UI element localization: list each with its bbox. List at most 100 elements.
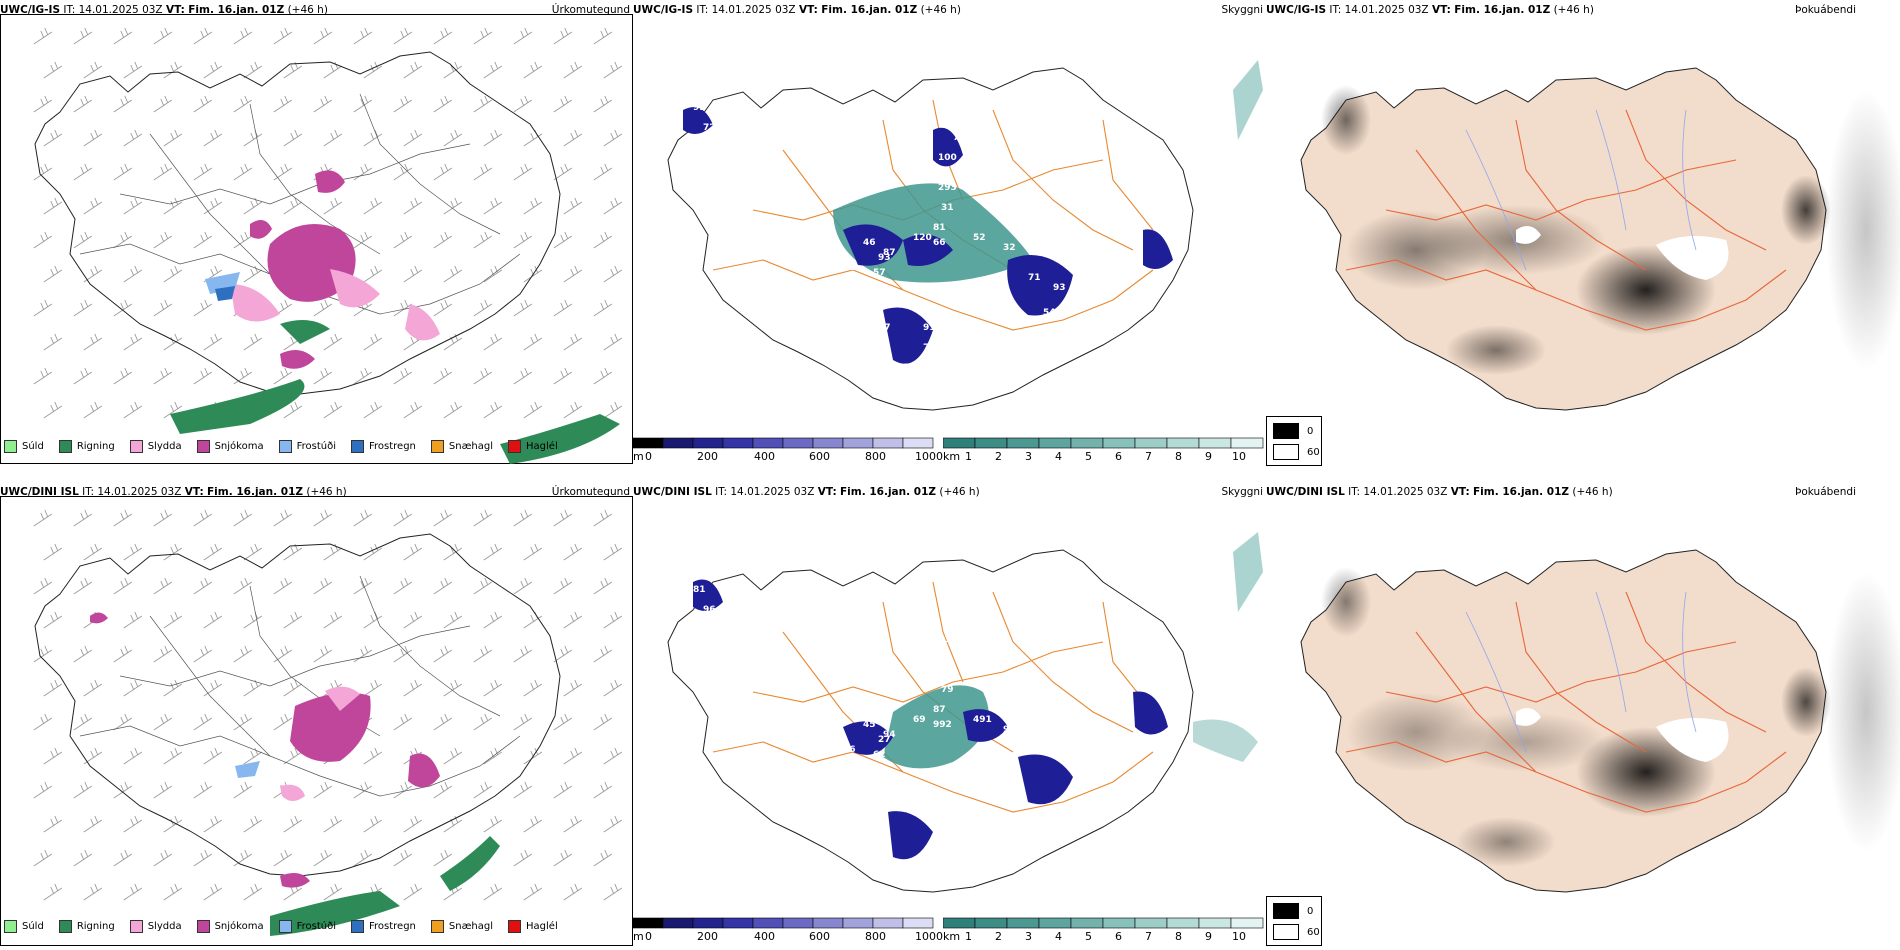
- wind-barb: [43, 815, 63, 833]
- wind-barb: [523, 401, 543, 419]
- wind-barb: [283, 129, 303, 147]
- it-value: 14.01.2025 03Z: [730, 486, 815, 498]
- cloud-height-label: 45: [863, 720, 876, 730]
- precip-legend: Súld Rigning Slydda Snjókoma Frostúði Fr…: [4, 918, 573, 934]
- legend-swatch: [129, 919, 143, 933]
- wind-barb: [603, 401, 623, 419]
- fog-panel-row2: UWC/DINI ISL IT: 14.01.2025 03Z VT: Fim.…: [1266, 482, 1900, 950]
- colorbar-cell: [842, 917, 874, 929]
- legend-item: Haglél: [508, 438, 558, 454]
- wind-barb: [353, 27, 373, 45]
- wind-barb: [83, 61, 103, 79]
- cbar-km: km 1 2 3 4 5 6 7 8 9 10: [943, 916, 1265, 950]
- wind-barb: [403, 129, 423, 147]
- wind-barb: [443, 265, 463, 283]
- wind-barb: [203, 197, 223, 215]
- legend-item: Frostregn: [351, 438, 416, 454]
- wind-barb: [443, 611, 463, 629]
- wind-barb: [323, 815, 343, 833]
- wind-barb: [563, 543, 583, 561]
- cbar-km-tick: 7: [1145, 930, 1152, 943]
- wind-barb: [403, 61, 423, 79]
- vt-value: Fim. 16.jan. 01Z: [821, 4, 918, 16]
- panel-header: UWC/IG-IS IT: 14.01.2025 03Z VT: Fim. 16…: [633, 0, 1266, 20]
- lead-time: (+46 h): [1553, 4, 1594, 16]
- wind-barb: [433, 577, 453, 595]
- colorbar-cell: [1070, 437, 1104, 449]
- colorbar-cell: [872, 917, 904, 929]
- lead-time: (+46 h): [939, 486, 980, 498]
- wind-barb: [233, 849, 253, 867]
- wind-barb: [403, 679, 423, 697]
- cloud-height-label: 31: [941, 203, 954, 213]
- cloud-height-label: 66: [883, 780, 896, 790]
- cbar-m-tick: 1000: [915, 930, 943, 943]
- it-value: 14.01.2025 03Z: [97, 486, 182, 498]
- wind-barb: [33, 163, 53, 181]
- wind-barb: [283, 543, 303, 561]
- cloud-height-label: 100: [693, 148, 712, 158]
- wind-barb: [123, 543, 143, 561]
- wind-barb: [593, 27, 613, 45]
- wind-barb: [273, 577, 293, 595]
- cbar-m-tick: 800: [865, 450, 886, 463]
- wind-barb: [353, 577, 373, 595]
- legend-item: Frostúði: [278, 438, 336, 454]
- colorbar-cell: [1102, 437, 1136, 449]
- legend-label: Snæhagl: [448, 920, 494, 932]
- wind-barb: [33, 231, 53, 249]
- fog-legend-value: 60: [1307, 446, 1320, 458]
- wind-barb: [163, 333, 183, 351]
- wind-barb: [123, 197, 143, 215]
- wind-barb: [153, 163, 173, 181]
- colorbar-cell: [633, 917, 664, 929]
- cloud-height-label: 38: [933, 363, 946, 373]
- wind-barb: [483, 265, 503, 283]
- legend-swatch: [196, 439, 210, 453]
- wind-barb: [513, 509, 533, 527]
- wind-barb: [593, 509, 613, 527]
- wind-barb: [473, 577, 493, 595]
- cloud-height-label: 96: [703, 605, 716, 615]
- wind-barb: [113, 367, 133, 385]
- colorbar-cell: [1166, 437, 1200, 449]
- colorbar-cell: [974, 437, 1008, 449]
- wind-barb: [163, 679, 183, 697]
- wind-barb: [123, 679, 143, 697]
- wind-barb: [33, 299, 53, 317]
- colorbar-cell: [782, 917, 814, 929]
- legend-swatch: [351, 919, 364, 933]
- colorbar-cell: [1038, 917, 1072, 929]
- wind-barb: [43, 401, 63, 419]
- cbar-km: km 1 2 3 4 5 6 7 8 9 10: [943, 436, 1265, 470]
- cbar-km-tick: 3: [1025, 450, 1032, 463]
- cloud-height-label: 81: [933, 223, 946, 233]
- legend-label: Frostregn: [369, 440, 416, 452]
- legend-label: Haglél: [526, 920, 558, 932]
- model-name: UWC/IG-IS: [0, 4, 61, 16]
- colorbar-cell: [752, 917, 784, 929]
- wind-barb: [73, 231, 93, 249]
- wind-barb: [203, 815, 223, 833]
- wind-barb: [43, 265, 63, 283]
- legend-item: Rigning: [58, 438, 115, 454]
- wind-barb: [363, 197, 383, 215]
- model-name: UWC/DINI ISL: [0, 486, 79, 498]
- lead-time: (+46 h): [306, 486, 347, 498]
- wind-barb: [273, 95, 293, 113]
- wind-barb: [513, 163, 533, 181]
- wind-barb: [273, 163, 293, 181]
- vt-label: VT:: [165, 4, 185, 16]
- it-value: 14.01.2025 03Z: [711, 4, 796, 16]
- wind-barb: [393, 645, 413, 663]
- wind-barb: [153, 95, 173, 113]
- wind-barb: [523, 543, 543, 561]
- wind-barb: [473, 299, 493, 317]
- cbar-km-tick: 8: [1175, 930, 1182, 943]
- colorbar-cell: [943, 437, 976, 449]
- cloud-panel-row2: UWC/DINI ISL IT: 14.01.2025 03Z VT: Fim.…: [633, 482, 1266, 950]
- panel-header: UWC/DINI ISL IT: 14.01.2025 03Z VT: Fim.…: [0, 482, 633, 502]
- fog-panel-row1: UWC/IG-IS IT: 14.01.2025 03Z VT: Fim. 16…: [1266, 0, 1900, 470]
- legend-swatch: [129, 439, 143, 453]
